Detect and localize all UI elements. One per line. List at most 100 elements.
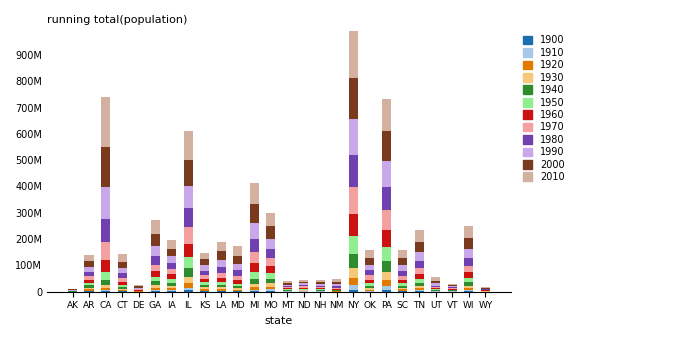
Bar [101,285,110,288]
Bar [316,287,325,288]
Bar [316,286,325,287]
Bar [167,286,176,288]
Bar [365,280,374,283]
Bar [316,288,325,289]
Bar [233,264,242,270]
Bar [84,285,94,288]
Bar [216,251,225,260]
Bar [184,291,192,292]
Bar [266,258,275,266]
Bar [415,242,424,252]
Bar [349,214,358,236]
Bar [283,284,292,286]
Bar [216,267,225,273]
Bar [266,266,275,273]
Bar [249,279,259,284]
Bar [382,290,391,292]
Bar [249,252,259,263]
Bar [200,253,209,260]
Bar [151,247,160,256]
Bar [84,276,94,280]
Bar [316,280,325,282]
Bar [134,290,143,291]
Bar [415,261,424,268]
Bar [101,219,110,242]
Bar [316,284,325,286]
Bar [481,290,490,291]
Bar [84,261,94,267]
Bar [184,186,192,208]
Bar [365,288,374,290]
Bar [365,283,374,286]
Bar [332,279,341,282]
Bar [167,288,176,290]
Bar [200,270,209,275]
Bar [432,287,440,288]
Bar [184,283,192,288]
Bar [118,278,127,282]
Bar [448,285,457,286]
Bar [151,220,160,234]
Bar [299,290,308,291]
Bar [167,279,176,283]
Bar [249,272,259,279]
Bar [233,276,242,280]
Bar [216,273,225,278]
Bar [382,99,391,131]
Bar [118,273,127,278]
Bar [151,285,160,288]
Bar [266,283,275,287]
Bar [283,281,292,283]
Bar [101,242,110,260]
Bar [216,291,225,292]
Bar [415,230,424,242]
Bar [464,278,473,282]
Bar [448,287,457,288]
Bar [349,285,358,290]
Bar [432,281,440,283]
Bar [349,31,358,78]
Bar [382,131,391,161]
Bar [118,290,127,291]
Bar [332,290,341,291]
Bar [349,187,358,214]
Bar [101,260,110,272]
Bar [200,260,209,265]
Bar [266,226,275,239]
Bar [216,289,225,291]
Bar [382,187,391,210]
Bar [398,250,408,258]
Bar [432,277,440,281]
Bar [415,279,424,283]
Bar [249,290,259,291]
Bar [200,279,209,282]
Bar [266,289,275,291]
Bar [464,266,473,272]
Bar [432,283,440,285]
Bar [118,291,127,292]
Bar [349,236,358,254]
Bar [398,258,408,265]
Bar [167,240,176,249]
Bar [167,291,176,292]
Bar [118,282,127,285]
Bar [332,288,341,289]
Bar [448,289,457,290]
Bar [415,286,424,288]
Bar [382,230,391,247]
Bar [101,290,110,291]
Bar [432,288,440,290]
Bar [365,275,374,280]
Bar [233,286,242,288]
Bar [382,261,391,272]
Bar [398,288,408,290]
Bar [249,263,259,272]
Bar [249,223,259,239]
Bar [481,288,490,289]
Bar [365,258,374,265]
Bar [167,274,176,279]
Bar [184,208,192,227]
Text: running total(population): running total(population) [47,15,187,25]
Bar [216,260,225,267]
Bar [398,286,408,288]
